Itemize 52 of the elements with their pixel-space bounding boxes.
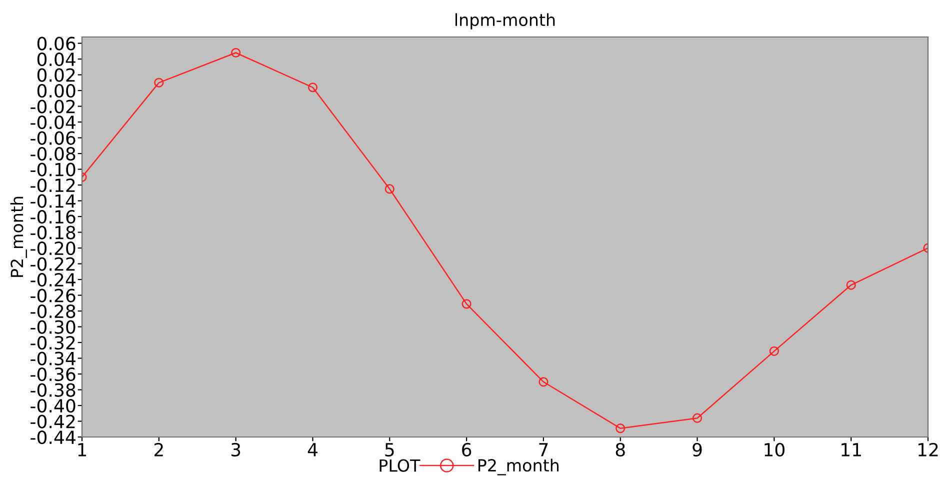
y-tick-label: -0.16 xyxy=(30,210,76,224)
y-tick-label: 0.00 xyxy=(37,84,76,98)
x-tick-label: 12 xyxy=(918,442,938,456)
y-tick-label: -0.08 xyxy=(30,146,76,161)
point xyxy=(462,299,472,309)
point xyxy=(846,280,856,290)
y-tick-label: 0.06 xyxy=(37,36,76,50)
y-tick-label: -0.20 xyxy=(30,241,76,256)
x-tick-label: 3 xyxy=(231,442,240,457)
x-tick-label: 11 xyxy=(842,443,861,456)
y-tick-label: -0.26 xyxy=(30,288,76,302)
y-tick-label: 0.04 xyxy=(37,52,76,66)
y-tick-label: -0.22 xyxy=(30,257,75,271)
point xyxy=(538,377,548,387)
x-tick-label: 7 xyxy=(539,443,548,456)
y-tick-label: -0.04 xyxy=(30,116,76,130)
y-tick-label: -0.28 xyxy=(30,304,76,318)
legend-title: PLOT xyxy=(380,459,420,472)
y-tick-label: -0.02 xyxy=(30,100,75,114)
legend-label: P2_month xyxy=(478,458,559,476)
x-tick-label: 5 xyxy=(385,443,394,457)
y-tick-label: -0.12 xyxy=(30,178,75,192)
y-tick-label: -0.06 xyxy=(30,131,76,145)
chart-title: lnpm-month xyxy=(456,13,555,30)
y-tick-label: -0.10 xyxy=(30,162,76,176)
point xyxy=(616,424,626,434)
y-tick-label: 0.02 xyxy=(37,68,75,82)
point xyxy=(769,346,779,356)
point xyxy=(231,48,241,58)
y-tick-label: -0.14 xyxy=(30,194,76,208)
y-tick-label: -0.24 xyxy=(30,272,76,287)
x-tick-label: 2 xyxy=(154,442,163,456)
y-tick-label: -0.36 xyxy=(30,367,76,382)
x-tick-label: 10 xyxy=(764,442,784,457)
y-tick-label: -0.18 xyxy=(30,226,76,240)
y-tick-label: -0.42 xyxy=(30,414,75,428)
y-tick-label: -0.38 xyxy=(30,383,76,397)
point xyxy=(692,413,702,423)
y-tick-label: -0.34 xyxy=(30,352,76,366)
y-tick-label: -0.44 xyxy=(30,430,76,444)
x-tick-label: 1 xyxy=(78,443,86,456)
x-tick-label: 6 xyxy=(462,442,472,457)
x-tick-label: 9 xyxy=(692,442,702,457)
point xyxy=(308,82,318,92)
x-tick-label: 4 xyxy=(308,443,318,456)
y-tick-label: -0.30 xyxy=(30,320,76,334)
point xyxy=(384,184,394,194)
y-axis-title: P2_month xyxy=(10,196,27,277)
point xyxy=(154,78,164,88)
x-tick-label: 8 xyxy=(616,442,625,457)
y-tick-label: -0.40 xyxy=(30,398,76,413)
y-tick-label: -0.32 xyxy=(30,336,75,350)
